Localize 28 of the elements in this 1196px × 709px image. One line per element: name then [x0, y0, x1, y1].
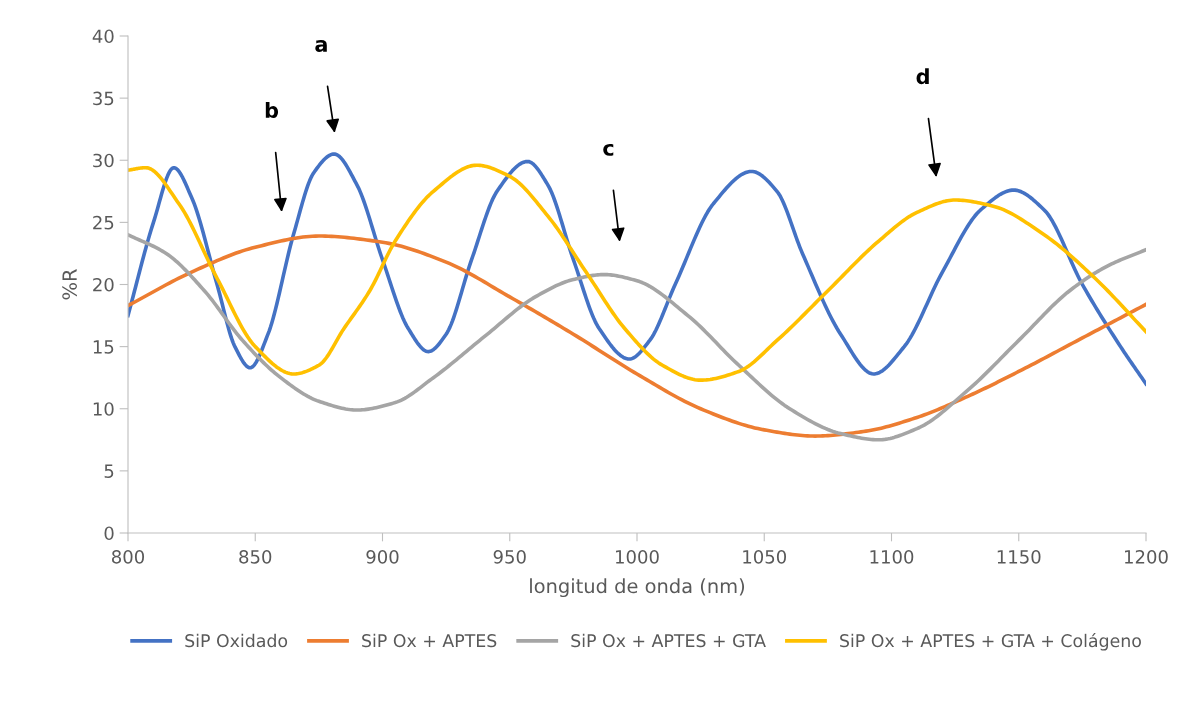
x-tick-label: 950 — [493, 549, 526, 564]
x-tick-label: 850 — [239, 549, 272, 564]
x-tick-label: 1100 — [870, 549, 914, 564]
y-tick-label: 15 — [93, 340, 114, 354]
y-tick-label: 10 — [93, 402, 114, 416]
legend-label: SiP Ox + APTES + GTA + Colágeno — [840, 633, 1141, 651]
legend-label: SiP Ox + APTES + GTA — [571, 633, 766, 648]
x-axis-title: longitud de onda (nm) — [530, 578, 745, 598]
y-tick-label: 25 — [93, 215, 114, 230]
y-tick-label: 40 — [92, 29, 114, 44]
y-tick-label: 20 — [93, 277, 114, 292]
annotation: a — [315, 40, 327, 52]
annotation: d — [916, 68, 929, 85]
legend-label: SiP Ox + APTES — [362, 633, 497, 648]
y-tick-label: 35 — [93, 91, 114, 106]
x-tick-label: 900 — [366, 549, 399, 564]
y-axis-title: %R — [62, 269, 77, 300]
y-tick-label: 0 — [104, 526, 114, 541]
x-tick-label: 1050 — [743, 549, 787, 564]
x-tick-label: 1150 — [997, 549, 1041, 564]
x-tick-label: 1200 — [1125, 549, 1168, 564]
y-tick-label: 5 — [104, 464, 114, 478]
x-tick-label: 800 — [111, 549, 145, 564]
legend-label: SiP Oxidado — [185, 633, 288, 648]
annotation: b — [265, 101, 279, 119]
annotation: c — [603, 143, 614, 156]
x-tick-label: 1000 — [616, 549, 659, 564]
y-tick-label: 30 — [93, 153, 114, 168]
